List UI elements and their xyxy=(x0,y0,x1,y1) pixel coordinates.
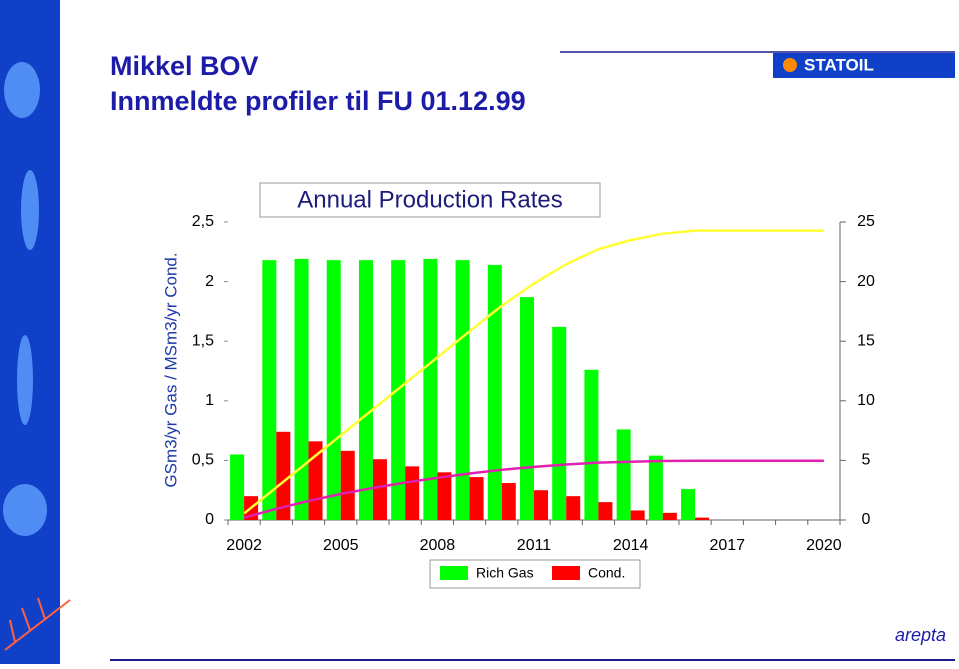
x-tick-label: 2020 xyxy=(806,537,842,554)
bar xyxy=(437,472,452,520)
logo-text: STATOIL xyxy=(804,55,874,74)
bar xyxy=(230,454,245,520)
y2-tick-label: 5 xyxy=(862,452,871,469)
y-tick-label: 2 xyxy=(205,273,214,290)
bar xyxy=(648,455,663,520)
bar xyxy=(405,466,420,520)
bar xyxy=(630,510,645,520)
bar xyxy=(616,429,631,520)
y-tick-label: 2,5 xyxy=(192,213,214,230)
bar xyxy=(340,450,355,520)
y2-tick-label: 25 xyxy=(857,213,875,230)
bar xyxy=(662,512,677,520)
bar xyxy=(358,260,373,520)
legend-swatch xyxy=(440,566,468,580)
bar xyxy=(520,297,534,520)
sidebar-decoration xyxy=(3,62,47,536)
legend-swatch xyxy=(552,566,580,580)
bar xyxy=(294,258,309,520)
footer-logo: arepta xyxy=(895,625,946,645)
bar xyxy=(423,258,438,520)
chart-title-box xyxy=(259,182,601,218)
bar xyxy=(501,483,516,520)
bar xyxy=(681,489,696,520)
bar xyxy=(566,496,581,520)
x-tick-label: 2008 xyxy=(420,537,456,554)
slide-title: Mikkel BOV xyxy=(110,51,259,81)
chart-title: Annual Production Rates xyxy=(297,186,563,213)
bar xyxy=(598,502,613,520)
y2-tick-label: 0 xyxy=(862,511,871,528)
bar xyxy=(326,260,341,520)
y-tick-label: 1 xyxy=(205,392,214,409)
bar xyxy=(552,326,567,520)
bar xyxy=(469,477,484,520)
logo-box xyxy=(773,53,955,78)
legend-label: Cond. xyxy=(588,565,625,581)
line-series xyxy=(243,229,824,515)
y-tick-label: 0 xyxy=(205,511,214,528)
legend-label: Rich Gas xyxy=(476,565,534,581)
bar xyxy=(584,369,599,520)
fern xyxy=(4,597,71,651)
bar xyxy=(534,490,548,520)
y-tick-label: 0,5 xyxy=(192,452,214,469)
line-series xyxy=(243,459,824,519)
bar xyxy=(695,517,710,520)
logo-drop xyxy=(783,58,797,72)
bar xyxy=(372,459,387,520)
y-axis-title: GSm3/yr Gas / MSm3/yr Cond. xyxy=(161,252,180,487)
x-tick-label: 2014 xyxy=(613,537,649,554)
bar xyxy=(487,264,502,520)
x-tick-label: 2011 xyxy=(517,537,552,554)
bar xyxy=(276,431,291,520)
y2-tick-label: 20 xyxy=(857,273,875,290)
bar xyxy=(262,260,277,520)
x-tick-label: 2005 xyxy=(323,537,359,554)
x-tick-label: 2002 xyxy=(226,537,262,554)
x-tick-label: 2017 xyxy=(709,537,745,554)
y2-tick-label: 10 xyxy=(857,392,875,409)
y-tick-label: 1,5 xyxy=(192,332,214,349)
y2-tick-label: 15 xyxy=(857,332,875,349)
slide-subtitle: Innmeldte profiler til FU 01.12.99 xyxy=(110,86,526,116)
bar xyxy=(455,260,470,520)
